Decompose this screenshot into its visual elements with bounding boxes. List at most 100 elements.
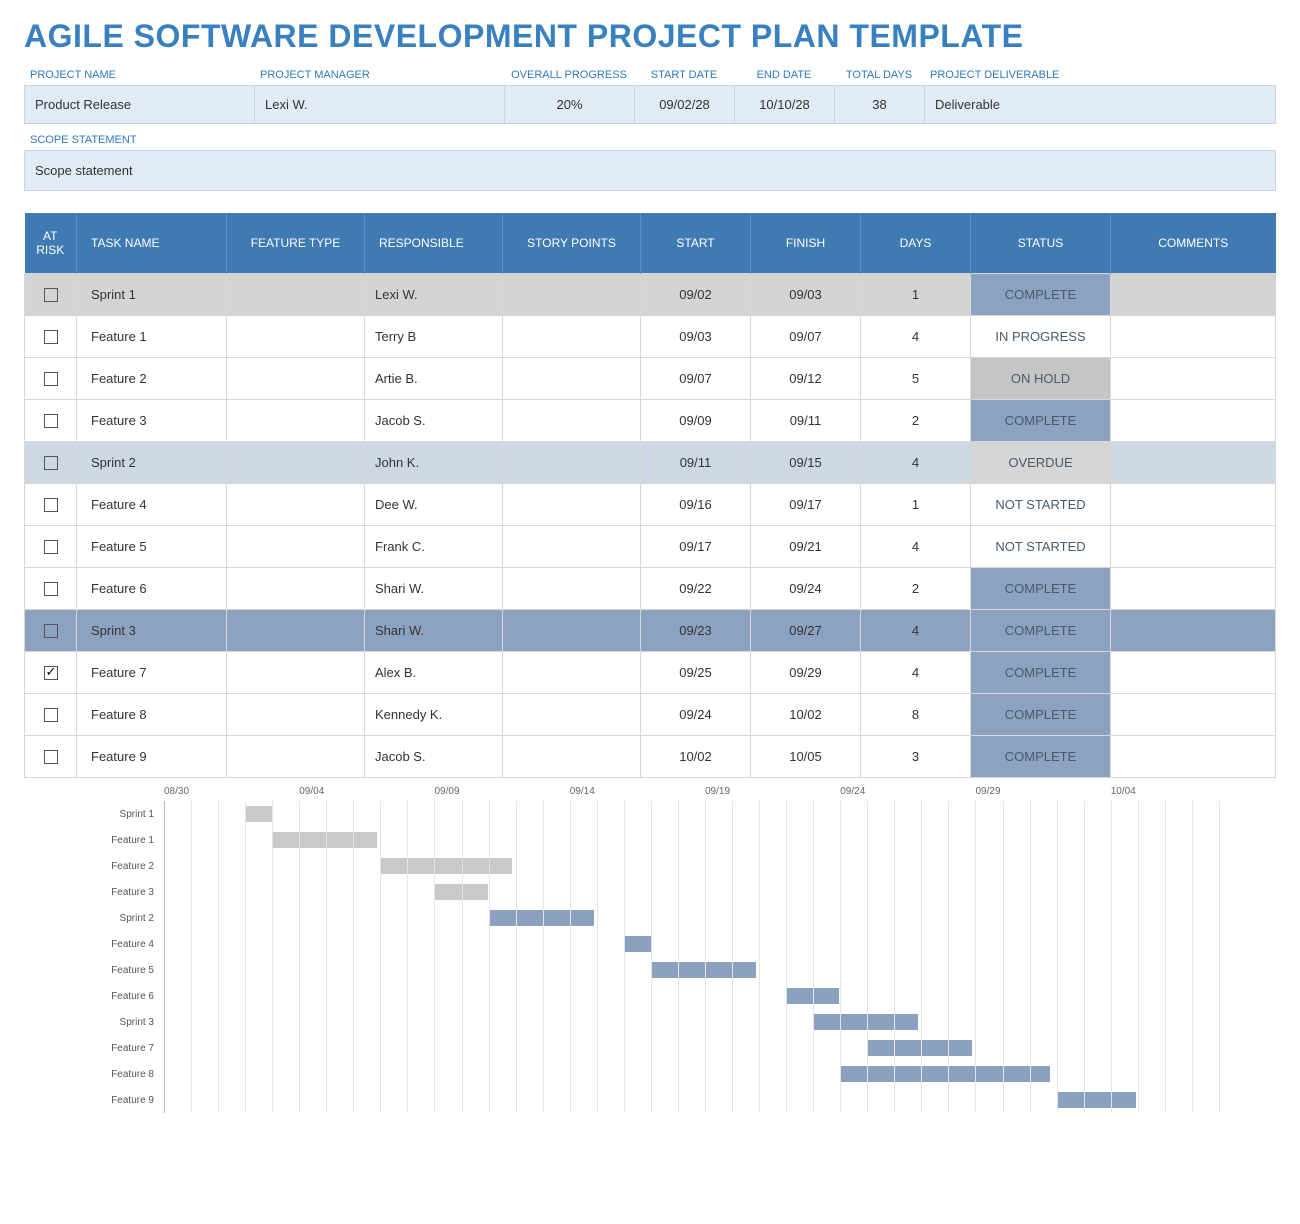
value-scope[interactable]: Scope statement [24, 150, 1276, 191]
cell-at-risk[interactable] [25, 442, 77, 484]
cell-task-name[interactable]: Feature 7 [77, 652, 227, 694]
checkbox-icon[interactable] [44, 540, 58, 554]
cell-finish[interactable]: 09/07 [751, 316, 861, 358]
cell-comments[interactable] [1111, 316, 1276, 358]
cell-start[interactable]: 09/16 [641, 484, 751, 526]
cell-comments[interactable] [1111, 652, 1276, 694]
cell-status[interactable]: COMPLETE [971, 568, 1111, 610]
cell-finish[interactable]: 09/21 [751, 526, 861, 568]
cell-story-points[interactable] [503, 694, 641, 736]
cell-responsible[interactable]: Dee W. [365, 484, 503, 526]
cell-task-name[interactable]: Feature 4 [77, 484, 227, 526]
cell-at-risk[interactable] [25, 274, 77, 316]
cell-status[interactable]: ON HOLD [971, 358, 1111, 400]
cell-story-points[interactable] [503, 610, 641, 652]
checkbox-icon[interactable] [44, 456, 58, 470]
cell-responsible[interactable]: Shari W. [365, 610, 503, 652]
value-deliverable[interactable]: Deliverable [925, 86, 1275, 123]
cell-story-points[interactable] [503, 736, 641, 778]
cell-task-name[interactable]: Feature 9 [77, 736, 227, 778]
cell-start[interactable]: 09/07 [641, 358, 751, 400]
cell-story-points[interactable] [503, 358, 641, 400]
cell-feature-type[interactable] [227, 568, 365, 610]
cell-status[interactable]: COMPLETE [971, 652, 1111, 694]
checkbox-icon[interactable] [44, 624, 58, 638]
cell-story-points[interactable] [503, 442, 641, 484]
cell-finish[interactable]: 09/15 [751, 442, 861, 484]
cell-task-name[interactable]: Feature 1 [77, 316, 227, 358]
cell-story-points[interactable] [503, 568, 641, 610]
cell-feature-type[interactable] [227, 736, 365, 778]
cell-feature-type[interactable] [227, 652, 365, 694]
cell-feature-type[interactable] [227, 484, 365, 526]
cell-finish[interactable]: 09/27 [751, 610, 861, 652]
cell-feature-type[interactable] [227, 274, 365, 316]
cell-finish[interactable]: 09/29 [751, 652, 861, 694]
checkbox-icon[interactable] [44, 330, 58, 344]
cell-finish[interactable]: 09/03 [751, 274, 861, 316]
cell-story-points[interactable] [503, 274, 641, 316]
cell-at-risk[interactable] [25, 316, 77, 358]
cell-responsible[interactable]: Terry B [365, 316, 503, 358]
cell-status[interactable]: IN PROGRESS [971, 316, 1111, 358]
cell-task-name[interactable]: Feature 8 [77, 694, 227, 736]
cell-finish[interactable]: 09/12 [751, 358, 861, 400]
cell-finish[interactable]: 09/11 [751, 400, 861, 442]
cell-story-points[interactable] [503, 316, 641, 358]
cell-at-risk[interactable] [25, 526, 77, 568]
cell-at-risk[interactable] [25, 358, 77, 400]
cell-responsible[interactable]: John K. [365, 442, 503, 484]
cell-responsible[interactable]: Artie B. [365, 358, 503, 400]
cell-start[interactable]: 09/25 [641, 652, 751, 694]
checkbox-icon[interactable] [44, 372, 58, 386]
cell-status[interactable]: NOT STARTED [971, 526, 1111, 568]
cell-responsible[interactable]: Jacob S. [365, 736, 503, 778]
cell-responsible[interactable]: Alex B. [365, 652, 503, 694]
checkbox-icon[interactable] [44, 666, 58, 680]
cell-responsible[interactable]: Shari W. [365, 568, 503, 610]
cell-task-name[interactable]: Feature 3 [77, 400, 227, 442]
cell-status[interactable]: OVERDUE [971, 442, 1111, 484]
cell-responsible[interactable]: Frank C. [365, 526, 503, 568]
cell-comments[interactable] [1111, 358, 1276, 400]
cell-finish[interactable]: 09/17 [751, 484, 861, 526]
cell-start[interactable]: 09/17 [641, 526, 751, 568]
cell-at-risk[interactable] [25, 610, 77, 652]
cell-at-risk[interactable] [25, 652, 77, 694]
cell-story-points[interactable] [503, 526, 641, 568]
value-project-name[interactable]: Product Release [25, 86, 255, 123]
checkbox-icon[interactable] [44, 750, 58, 764]
cell-comments[interactable] [1111, 736, 1276, 778]
cell-comments[interactable] [1111, 526, 1276, 568]
checkbox-icon[interactable] [44, 498, 58, 512]
cell-comments[interactable] [1111, 442, 1276, 484]
cell-task-name[interactable]: Sprint 3 [77, 610, 227, 652]
cell-story-points[interactable] [503, 652, 641, 694]
cell-finish[interactable]: 09/24 [751, 568, 861, 610]
cell-finish[interactable]: 10/05 [751, 736, 861, 778]
cell-status[interactable]: NOT STARTED [971, 484, 1111, 526]
cell-feature-type[interactable] [227, 400, 365, 442]
cell-start[interactable]: 09/24 [641, 694, 751, 736]
cell-feature-type[interactable] [227, 610, 365, 652]
cell-at-risk[interactable] [25, 694, 77, 736]
cell-start[interactable]: 09/23 [641, 610, 751, 652]
checkbox-icon[interactable] [44, 414, 58, 428]
cell-status[interactable]: COMPLETE [971, 610, 1111, 652]
cell-task-name[interactable]: Feature 5 [77, 526, 227, 568]
cell-feature-type[interactable] [227, 316, 365, 358]
cell-start[interactable]: 09/11 [641, 442, 751, 484]
cell-comments[interactable] [1111, 568, 1276, 610]
cell-feature-type[interactable] [227, 442, 365, 484]
cell-start[interactable]: 10/02 [641, 736, 751, 778]
cell-feature-type[interactable] [227, 358, 365, 400]
cell-task-name[interactable]: Feature 6 [77, 568, 227, 610]
cell-story-points[interactable] [503, 400, 641, 442]
cell-comments[interactable] [1111, 484, 1276, 526]
cell-finish[interactable]: 10/02 [751, 694, 861, 736]
cell-task-name[interactable]: Sprint 1 [77, 274, 227, 316]
cell-task-name[interactable]: Feature 2 [77, 358, 227, 400]
cell-comments[interactable] [1111, 274, 1276, 316]
cell-status[interactable]: COMPLETE [971, 400, 1111, 442]
value-end-date[interactable]: 10/10/28 [735, 86, 835, 123]
